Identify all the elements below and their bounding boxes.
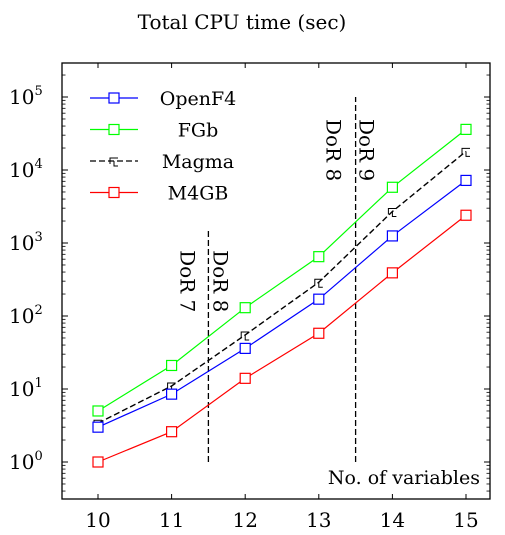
x-tick-label: 15 xyxy=(453,508,478,532)
legend-marker-m4gb xyxy=(108,186,120,199)
series-line-openf4 xyxy=(97,179,467,428)
data-point-m4gb xyxy=(386,267,398,279)
data-point-fgb xyxy=(239,302,251,314)
plot-frame xyxy=(61,62,491,500)
series-line-m4gb xyxy=(97,214,467,463)
data-point-openf4 xyxy=(92,421,104,433)
dor-annotation: DoR 8 xyxy=(208,250,232,312)
data-point-m4gb xyxy=(313,327,325,339)
data-point-fgb xyxy=(460,123,472,135)
legend-label-magma: Magma xyxy=(162,151,234,173)
x-tick-label: 14 xyxy=(380,508,405,532)
chart-title: Total CPU time (sec) xyxy=(138,10,347,34)
x-axis-label: No. of variables xyxy=(328,467,480,489)
data-point-fgb xyxy=(313,251,325,263)
legend-label-openf4: OpenF4 xyxy=(160,88,237,110)
y-tick-label: 105 xyxy=(9,84,43,109)
x-tick-label: 13 xyxy=(306,508,331,532)
data-point-fgb xyxy=(166,359,178,372)
y-tick-label: 103 xyxy=(9,230,43,255)
series-line-magma xyxy=(97,150,467,424)
x-tick-label: 12 xyxy=(232,508,257,532)
y-tick-label: 102 xyxy=(9,303,43,328)
y-tick-label: 100 xyxy=(9,449,43,474)
legend-label-fgb: FGb xyxy=(178,120,219,142)
data-point-openf4 xyxy=(239,342,251,354)
data-point-openf4 xyxy=(386,230,398,242)
data-point-openf4 xyxy=(460,174,472,187)
data-point-fgb xyxy=(386,181,398,193)
legend-marker-magma xyxy=(109,157,118,167)
data-point-m4gb xyxy=(460,209,472,221)
legend-marker-fgb xyxy=(108,123,120,136)
dor-annotation: DoR 8 xyxy=(322,119,346,181)
data-point-magma xyxy=(387,208,397,218)
data-point-openf4 xyxy=(166,388,178,400)
legend-label-m4gb: M4GB xyxy=(168,183,229,205)
data-point-magma xyxy=(240,331,250,341)
data-point-m4gb xyxy=(92,456,104,468)
series-line-fgb xyxy=(97,128,467,412)
data-point-magma xyxy=(461,147,470,157)
dor-annotation: DoR 7 xyxy=(175,250,199,312)
x-tick-label: 11 xyxy=(159,508,184,532)
y-tick-label: 101 xyxy=(9,376,43,401)
data-point-m4gb xyxy=(166,426,178,438)
x-tick-label: 10 xyxy=(85,508,110,532)
y-tick-label: 104 xyxy=(9,157,43,182)
dor-annotation: DoR 9 xyxy=(355,119,379,181)
data-point-magma xyxy=(314,278,323,288)
data-point-openf4 xyxy=(313,293,325,305)
data-point-fgb xyxy=(92,405,104,417)
legend-marker-openf4 xyxy=(108,92,120,104)
data-point-m4gb xyxy=(239,372,251,384)
